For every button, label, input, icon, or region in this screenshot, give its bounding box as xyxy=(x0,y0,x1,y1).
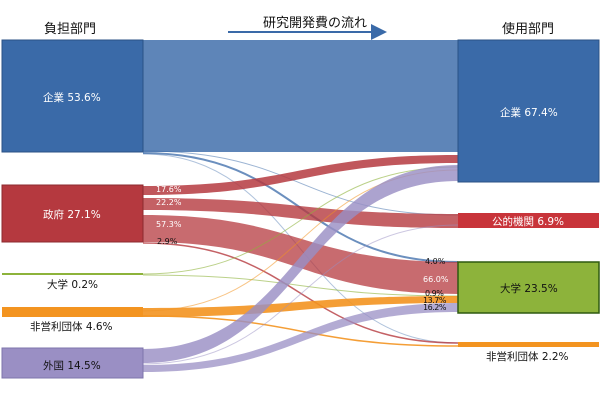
source-label-university: 大学 0.2% xyxy=(47,279,99,291)
node-target-university xyxy=(457,261,600,314)
flow-government-to-university xyxy=(143,215,458,294)
flow-nonprofit-to-nonprofit xyxy=(142,315,459,347)
flow-government-to-public xyxy=(143,198,458,228)
node-source-foreign xyxy=(1,347,144,379)
node-source-nonprofit xyxy=(2,307,143,317)
target-label-public-institution: 公的機関 6.9% xyxy=(492,216,565,228)
flow-nonprofit-to-university xyxy=(143,296,458,317)
node-target-company xyxy=(457,39,600,183)
flow-foreign-to-company xyxy=(143,165,458,363)
flow-foreign-to-public xyxy=(142,224,459,365)
flow-title: 研究開発費の流れ xyxy=(262,16,367,31)
flow-label-univ-from-company: 4.0% xyxy=(425,257,446,266)
flow-label-gov-to-public: 22.2% xyxy=(156,198,182,207)
node-target-public-institution xyxy=(458,213,599,228)
flow-label-gov-to-nonprofit: 2.9% xyxy=(157,237,178,246)
flow-government-to-nonprofit xyxy=(142,242,459,344)
target-label-company: 企業 67.4% xyxy=(500,107,558,119)
source-label-nonprofit: 非営利団体 4.6% xyxy=(30,321,113,333)
flow-university-to-company xyxy=(142,166,459,275)
target-column-header: 使用部門 xyxy=(502,22,555,37)
flow-label-univ-from-university: 0.9% xyxy=(425,289,444,298)
node-source-company xyxy=(1,39,144,153)
target-label-university: 大学 23.5% xyxy=(500,283,558,295)
node-source-government xyxy=(1,184,144,243)
flow-government-to-company xyxy=(143,155,458,195)
flow-label-univ-from-nonprofit: 13.7% xyxy=(423,296,446,305)
flow-label-univ-from-government: 66.0% xyxy=(423,275,449,284)
target-nodes xyxy=(457,39,600,347)
flow-label-gov-to-university: 57.3% xyxy=(156,220,182,229)
flow-university-to-university xyxy=(142,274,459,297)
source-nodes xyxy=(1,39,144,379)
source-label-foreign: 外国 14.5% xyxy=(43,360,101,372)
source-column-header: 負担部門 xyxy=(44,22,97,37)
flow-company-to-company xyxy=(143,40,458,152)
source-label-company: 企業 53.6% xyxy=(43,92,101,104)
flow-label-gov-to-company: 17.6% xyxy=(156,185,182,194)
node-target-nonprofit xyxy=(458,342,599,347)
target-label-nonprofit: 非営利団体 2.2% xyxy=(486,351,569,363)
flows xyxy=(142,40,459,372)
source-label-government: 政府 27.1% xyxy=(43,209,101,221)
flow-foreign-to-university xyxy=(143,303,458,372)
node-source-university xyxy=(2,273,143,275)
flow-company-to-public xyxy=(142,150,459,216)
flow-label-univ-from-foreign: 16.2% xyxy=(423,303,446,312)
